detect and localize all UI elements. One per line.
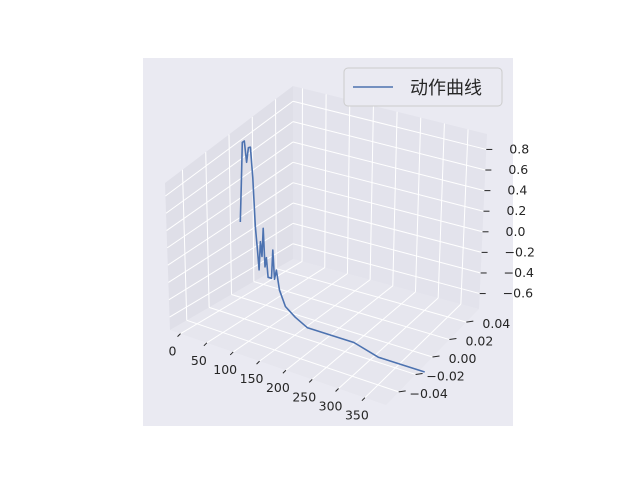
gridline-left-y xyxy=(275,99,277,269)
x-tick-label: 350 xyxy=(345,408,369,423)
x-tick-label: 200 xyxy=(266,380,290,395)
gridline-floor-y xyxy=(276,268,467,323)
y-tick-mark xyxy=(398,390,406,393)
legend: 动作曲线 xyxy=(343,67,503,107)
gridline-left-z xyxy=(165,121,294,214)
gridlines xyxy=(165,88,487,399)
x-tick-mark xyxy=(256,360,260,365)
gridline-back-z xyxy=(292,100,487,150)
x-tick-mark xyxy=(361,397,366,402)
gridline-left-z xyxy=(167,182,294,266)
x-tick-mark xyxy=(282,369,287,374)
y-tick-label: −0.04 xyxy=(410,386,448,401)
z-tick-label: −0.2 xyxy=(505,244,535,259)
legend-label: 动作曲线 xyxy=(410,78,482,99)
z-tick-label: 0.0 xyxy=(506,224,526,239)
x-tick-label: 100 xyxy=(213,362,237,377)
x-tick-label: 150 xyxy=(240,371,264,386)
gridline-back-z xyxy=(292,222,481,274)
z-tick-label: −0.4 xyxy=(504,265,534,280)
legend-box xyxy=(343,67,503,107)
gridline-back-z xyxy=(292,141,485,192)
gridline-floor-y xyxy=(231,294,433,358)
series-line xyxy=(239,140,425,373)
x-tick-label: 250 xyxy=(292,389,316,404)
gridline-left-z xyxy=(168,222,294,301)
gridline-back-x xyxy=(369,105,374,280)
gridline-back-z xyxy=(292,243,480,295)
y-tick-mark xyxy=(415,372,423,375)
gridline-left-y xyxy=(205,152,210,308)
x-tick-mark xyxy=(177,333,181,338)
gridline-back-z xyxy=(292,202,482,253)
gridline-back-z xyxy=(292,182,483,233)
gridline-left-y xyxy=(181,169,188,321)
pane-back-wall xyxy=(293,86,487,309)
x-tick-mark xyxy=(229,351,234,356)
y-tick-label: 0.04 xyxy=(482,316,510,331)
pane-left-wall xyxy=(165,86,293,330)
gridline-back-x xyxy=(392,111,398,286)
z-tick-label: 0.2 xyxy=(506,203,526,218)
x-tick-label: 300 xyxy=(319,399,343,414)
gridline-back-x xyxy=(324,94,327,268)
gridline-back-x xyxy=(460,129,469,305)
gridline-left-z xyxy=(165,100,294,197)
gridline-back-x xyxy=(346,100,351,274)
gridline-left-y xyxy=(251,116,255,282)
gridline-left-z xyxy=(166,141,294,231)
gridline-left-z xyxy=(168,202,294,283)
gridline-left-z xyxy=(166,161,294,249)
x-tick-mark xyxy=(308,379,313,383)
y-tick-mark xyxy=(466,320,474,323)
x-tick-mark xyxy=(335,388,339,392)
gridline-left-y xyxy=(228,134,232,295)
z-tick-label: 0.8 xyxy=(509,141,529,156)
gridline-floor-y xyxy=(186,319,399,393)
x-tick-mark xyxy=(203,342,208,347)
gridline-back-z xyxy=(292,161,484,212)
y-tick-label: 0.02 xyxy=(465,334,493,349)
series-group xyxy=(239,140,425,373)
gridline-back-z xyxy=(292,121,486,171)
x-tick-label: 50 xyxy=(191,353,207,368)
y-tick-label: 0.00 xyxy=(449,351,477,366)
z-tick-label: 0.6 xyxy=(508,162,528,177)
pane-floor xyxy=(170,259,479,405)
gridline-floor-y xyxy=(253,281,450,341)
gridline-back-x xyxy=(437,123,445,299)
gridline-back-x xyxy=(414,117,422,292)
y-tick-mark xyxy=(449,338,457,341)
y-tick-label: −0.02 xyxy=(426,368,464,383)
gridline-floor-y xyxy=(208,306,416,375)
x-tick-label: 0 xyxy=(169,344,177,359)
y-tick-mark xyxy=(432,355,440,358)
axes-panes xyxy=(165,86,487,405)
z-tick-label: 0.4 xyxy=(507,183,527,198)
z-tick-label: −0.6 xyxy=(503,286,533,301)
